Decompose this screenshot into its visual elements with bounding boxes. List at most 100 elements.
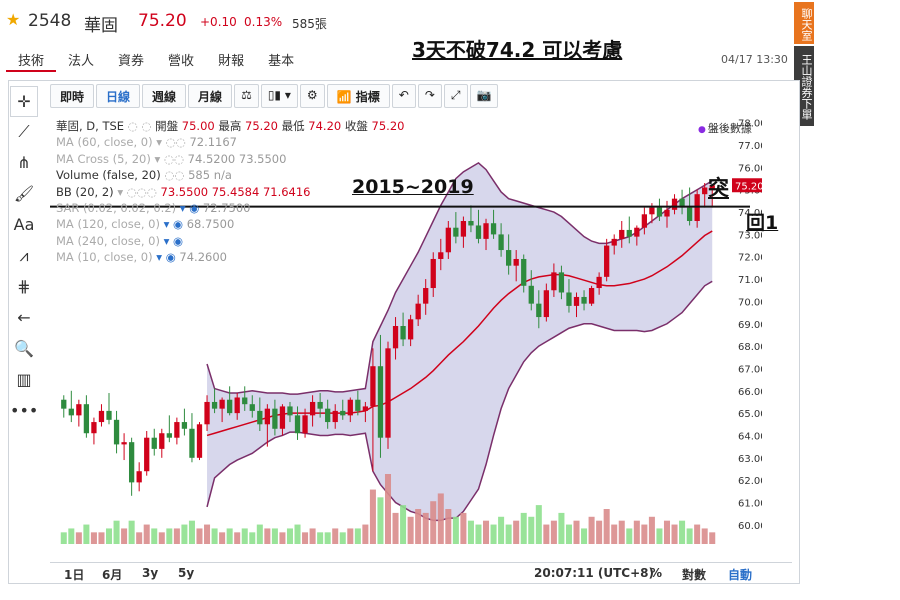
volume-bar [234,532,241,544]
bollinger-upper-line [206,161,713,395]
y-axis-label: 66.00 [738,387,762,398]
candle-body [611,238,617,246]
stock-header: ★ 2548 華固 75.20 +0.10 0.13% 585張 [0,0,790,40]
daily-button[interactable]: 日線 [96,84,141,108]
legend-sar[interactable]: SAR (0.02, 0.02, 0.2) ▾ ◉ 72.7500 [56,201,251,216]
legend-ma10[interactable]: MA (10, close, 0) ▾ ◉ 74.2600 [56,250,227,265]
weekly-button[interactable]: 週線 [142,84,187,108]
volume-bar [302,532,309,544]
candle-body [362,406,369,411]
candle-body [649,207,655,215]
legend-macross[interactable]: MA Cross (5, 20) ▾ ◌◌ 74.5200 73.5500 [56,151,287,166]
volume-bar [384,474,392,544]
candle-body [407,319,414,340]
auto-scale-toggle[interactable]: 自動 [728,568,753,582]
intraday-button[interactable]: 即時 [50,84,95,108]
compare-scale-icon[interactable]: ⚖ [234,84,259,108]
y-axis-label: 69.00 [738,320,762,331]
low-label: 最低 [281,119,305,133]
candle-body [415,303,421,320]
volume-bar [475,524,482,544]
legend-volume[interactable]: Volume (false, 20) ◌◌ 585 n/a [56,168,232,183]
fib-icon[interactable]: ⋕ [17,277,31,296]
more-icon[interactable]: ••• [10,401,39,420]
candle-body [656,207,663,217]
y-axis-label: 67.00 [738,364,762,375]
pattern-icon[interactable]: ⩘ [19,246,29,265]
tab-basic[interactable]: 基本 [268,54,295,69]
candle-body [234,397,240,414]
log-toggle[interactable]: 對數 [682,568,707,582]
candle-body [211,401,218,409]
tab-revenue[interactable]: 營收 [168,54,195,69]
candle-body [483,223,489,239]
pitchfork-icon[interactable]: ⋔ [17,153,31,172]
volume-bar [369,489,376,544]
legend-ma120[interactable]: MA (120, close, 0) ▾ ◉ 68.7500 [56,217,235,232]
brush-icon[interactable]: 🖌 [13,184,35,203]
volume-bar [430,501,437,544]
pullback-annotation: 回1 [746,212,779,234]
chat-room-button[interactable]: 聊天室 [794,2,814,44]
volume-bar [196,528,203,544]
candle-body [423,288,429,304]
volume-bar [211,528,218,544]
zoom-icon[interactable]: 🔍 [14,339,34,358]
volume-bar [618,520,625,544]
stock-price: 75.20 [138,11,187,31]
range-1d-button[interactable]: 1日 [64,568,85,582]
candle-body [709,185,715,190]
y-axis-label: 74.00 [738,208,762,219]
candle-body [61,399,67,409]
text-tool-icon[interactable]: Aa [13,215,35,234]
tab-institutional[interactable]: 法人 [68,54,95,69]
fullscreen-icon[interactable]: ⤢ [443,84,468,108]
range-5y-button[interactable]: 5y [178,566,195,580]
candle-style-icon[interactable]: ▯▮ ▾ [260,84,298,108]
candle-body [664,209,670,217]
settings-gear-icon[interactable]: ⚙ [299,84,325,108]
volume-bar [400,505,407,544]
candle-body [513,258,519,266]
favorite-star-icon[interactable]: ★ [6,10,21,29]
candle-body [257,410,263,425]
crosshair-icon[interactable]: ✛ [10,86,38,117]
volume-bar [415,509,422,544]
range-3y-button[interactable]: 3y [142,566,159,580]
after-hours-label[interactable]: 盤後數據 [698,120,752,136]
candle-body [166,433,172,438]
price-tag-bg [732,178,762,193]
y-axis-label: 76.00 [738,163,762,174]
indicators-button[interactable]: 📶 指標 [326,84,390,108]
measure-icon[interactable]: ▥ [16,370,32,389]
percent-toggle[interactable]: % [650,566,663,580]
volume-bar [294,524,301,544]
candle-body [604,245,610,277]
candle-body [377,366,384,438]
trendline-icon[interactable]: ⟋ [18,122,30,141]
undo-icon[interactable]: ↶ [391,84,416,108]
volume-bar [332,528,339,544]
candle-body [686,207,693,221]
arrow-icon[interactable]: ← [17,308,31,327]
legend-bb[interactable]: BB (20, 2) ▾ ◌◌◌ 73.5500 75.4584 71.6416 [56,184,311,199]
range-6m-button[interactable]: 6月 [102,568,123,582]
legend-ma240[interactable]: MA (240, close, 0) ▾ ◉ [56,233,184,248]
candle-body [475,225,482,239]
volume-bar [75,532,82,544]
candle-body [181,422,188,429]
monthly-button[interactable]: 月線 [188,84,233,108]
y-axis-label: 63.00 [738,454,762,465]
tab-financials[interactable]: 財報 [218,54,245,69]
tab-technical[interactable]: 技術 [6,48,57,72]
price-chart[interactable]: 78.0077.0076.0075.0074.0073.0072.0071.00… [50,112,762,548]
legend-ma60[interactable]: MA (60, close, 0) ▾ ◌◌ 72.1167 [56,135,237,150]
volume-bar [98,532,105,544]
camera-icon[interactable]: 📷 [469,84,499,108]
stock-code: 2548 [28,11,72,31]
tab-margin[interactable]: 資券 [118,54,145,69]
redo-icon[interactable]: ↷ [417,84,442,108]
volume-bar [377,497,384,544]
candle-body [490,223,497,235]
y-axis-label: 62.00 [738,476,762,487]
